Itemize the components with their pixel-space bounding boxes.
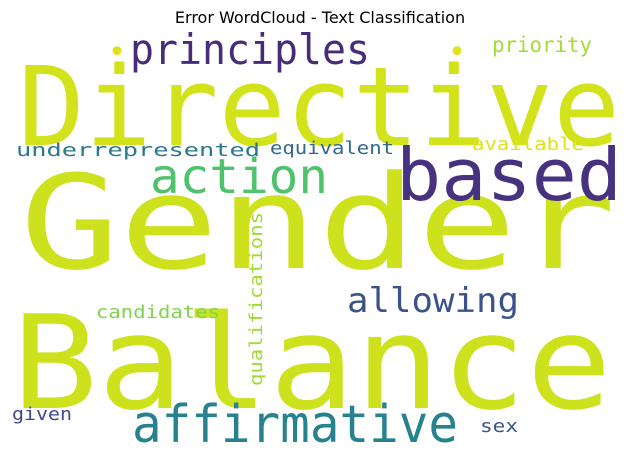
word-action: action [150, 149, 328, 205]
word-equivalent: equivalent [270, 138, 394, 159]
word-qualifications: qualifications [246, 212, 267, 386]
word-directive: Directive [18, 43, 620, 171]
word-based: based [396, 133, 622, 217]
word-dot-left: • [108, 35, 126, 70]
word-balance: Balance [12, 287, 612, 439]
word-underrepresented: underrepresented [16, 140, 260, 161]
chart-title: Error WordCloud - Text Classification [174, 8, 466, 27]
word-principles: principles [130, 25, 370, 74]
word-dot-right: • [448, 35, 466, 70]
word-given: given [12, 404, 72, 425]
word-allowing: allowing [347, 281, 519, 321]
word-affirmative: affirmative [132, 395, 458, 455]
word-available: available [472, 134, 584, 155]
word-sex: sex [480, 416, 518, 437]
word-priority: priority [492, 33, 592, 57]
word-candidates: candidates [96, 302, 220, 323]
word-gender: Gender [20, 147, 616, 299]
